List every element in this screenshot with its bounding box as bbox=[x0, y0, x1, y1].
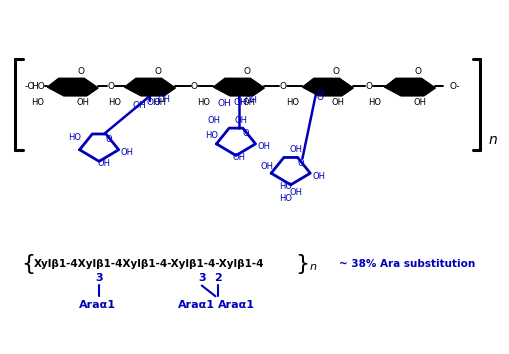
Text: HO: HO bbox=[32, 81, 45, 91]
Text: O: O bbox=[332, 67, 339, 76]
Text: HO: HO bbox=[206, 131, 218, 141]
Text: OH: OH bbox=[217, 99, 231, 108]
Text: O: O bbox=[105, 135, 112, 144]
Text: OH: OH bbox=[153, 98, 166, 107]
Text: O-: O- bbox=[449, 81, 460, 91]
Text: OH: OH bbox=[207, 116, 220, 125]
Text: OH: OH bbox=[132, 101, 146, 110]
Text: O: O bbox=[154, 67, 161, 76]
Text: O: O bbox=[365, 81, 373, 91]
Polygon shape bbox=[213, 78, 264, 96]
Text: OH: OH bbox=[121, 148, 134, 157]
Text: O: O bbox=[242, 130, 249, 138]
Text: Araα1: Araα1 bbox=[217, 300, 254, 310]
Text: n: n bbox=[309, 262, 316, 272]
Text: HO: HO bbox=[32, 98, 44, 107]
Text: Araα1: Araα1 bbox=[178, 300, 215, 310]
Text: OH: OH bbox=[242, 98, 255, 107]
Text: O: O bbox=[77, 67, 84, 76]
Text: O: O bbox=[414, 67, 421, 76]
Text: O: O bbox=[317, 90, 324, 98]
Text: n: n bbox=[488, 133, 497, 147]
Text: Xylβ1-4Xylβ1-4Xylβ1-4-Xylβ1-4-Xylβ1-4: Xylβ1-4Xylβ1-4Xylβ1-4-Xylβ1-4-Xylβ1-4 bbox=[34, 259, 264, 269]
Text: HO: HO bbox=[108, 98, 122, 107]
Polygon shape bbox=[302, 78, 353, 96]
Text: HO: HO bbox=[69, 133, 81, 142]
Text: HO: HO bbox=[279, 194, 292, 203]
Text: 3: 3 bbox=[198, 273, 206, 283]
Text: OH: OH bbox=[289, 188, 302, 197]
Text: Araα1: Araα1 bbox=[79, 300, 116, 310]
Polygon shape bbox=[47, 78, 98, 96]
Text: -O: -O bbox=[24, 81, 35, 91]
Text: ~ 38% Ara substitution: ~ 38% Ara substitution bbox=[338, 259, 475, 269]
Text: HO: HO bbox=[369, 98, 382, 107]
Text: O: O bbox=[280, 81, 287, 91]
Polygon shape bbox=[385, 78, 435, 96]
Text: O: O bbox=[243, 67, 250, 76]
Text: HO: HO bbox=[197, 98, 211, 107]
Text: O: O bbox=[108, 81, 115, 91]
Text: OH: OH bbox=[234, 98, 248, 107]
Text: }: } bbox=[295, 254, 309, 274]
Text: OH: OH bbox=[76, 98, 89, 107]
Text: OH: OH bbox=[245, 96, 258, 105]
Text: OH: OH bbox=[413, 98, 426, 107]
Text: O: O bbox=[317, 93, 324, 102]
Text: OH: OH bbox=[98, 159, 110, 168]
Text: OH: OH bbox=[260, 162, 273, 171]
Text: 2: 2 bbox=[214, 273, 222, 283]
Text: OH: OH bbox=[331, 98, 344, 107]
Text: OH: OH bbox=[258, 142, 270, 151]
Text: OH: OH bbox=[312, 172, 325, 181]
Text: O: O bbox=[297, 159, 304, 168]
Text: HO: HO bbox=[279, 182, 292, 191]
Text: 3: 3 bbox=[95, 273, 103, 283]
Polygon shape bbox=[125, 78, 176, 96]
Text: OH: OH bbox=[234, 116, 247, 125]
Text: O: O bbox=[191, 81, 198, 91]
Text: OH: OH bbox=[147, 98, 161, 107]
Text: OH: OH bbox=[289, 145, 302, 154]
Text: HO: HO bbox=[287, 98, 299, 107]
Text: OH: OH bbox=[233, 153, 245, 162]
Text: {: { bbox=[22, 254, 36, 274]
Text: OH: OH bbox=[158, 95, 171, 104]
